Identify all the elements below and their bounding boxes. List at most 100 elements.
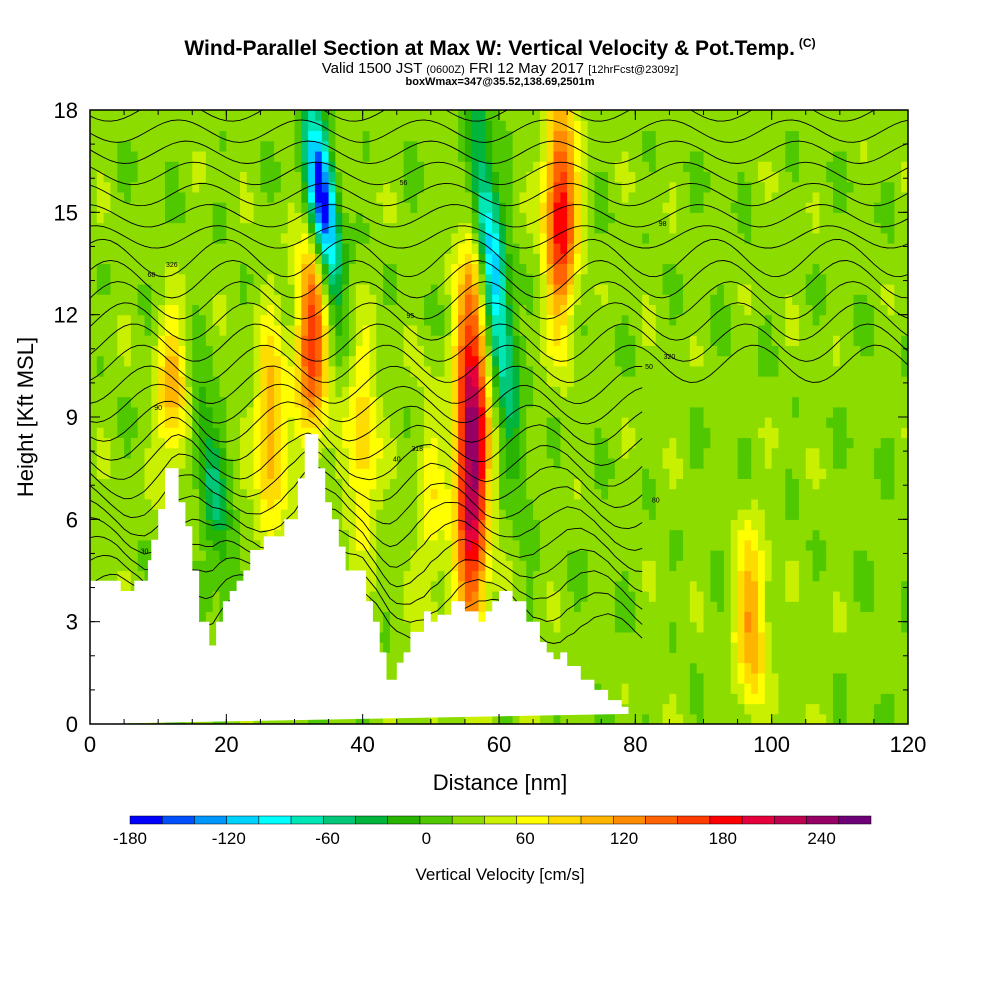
field-cell [199, 417, 207, 428]
field-cell [437, 171, 446, 183]
field-cell [308, 365, 316, 377]
field-cell [533, 283, 541, 295]
field-cell [478, 396, 486, 408]
field-cell [471, 560, 480, 572]
field-cell [246, 324, 255, 336]
field-cell [587, 335, 596, 346]
field-cell [321, 150, 330, 162]
field-cell [355, 550, 364, 561]
field-cell [533, 335, 541, 346]
field-cell [635, 693, 643, 705]
field-cell [539, 273, 548, 285]
field-cell [205, 396, 214, 408]
field-cell [655, 652, 664, 664]
field-cell [444, 140, 452, 152]
field-cell [199, 171, 207, 183]
field-cell [621, 642, 630, 653]
field-cell [512, 222, 521, 234]
field-cell [151, 232, 159, 244]
field-cell [614, 601, 623, 613]
field-cell [580, 335, 589, 346]
field-cell [233, 376, 241, 387]
field-cell [478, 324, 486, 336]
field-cell [137, 417, 146, 428]
field-cell [144, 181, 152, 193]
field-cell [96, 386, 105, 398]
field-cell [601, 345, 609, 357]
field-cell [219, 161, 227, 172]
field-cell [267, 427, 275, 439]
field-cell [226, 498, 234, 510]
field-cell [464, 570, 473, 582]
field-cell [294, 120, 302, 132]
field-cell [355, 417, 364, 428]
field-cell [342, 345, 350, 357]
field-cell [621, 580, 630, 592]
field-cell [505, 550, 514, 561]
field-cell [342, 509, 350, 520]
field-cell [499, 283, 507, 295]
field-cell [137, 529, 146, 541]
field-cell [274, 253, 282, 265]
field-cell [580, 672, 589, 684]
field-cell [389, 519, 398, 531]
field-cell [246, 130, 255, 142]
field-cell [178, 437, 187, 449]
field-cell [253, 427, 262, 439]
field-cell [233, 560, 241, 572]
field-cell [635, 110, 643, 121]
field-cell [294, 376, 302, 387]
field-cell [342, 232, 350, 244]
field-cell [464, 161, 473, 172]
field-cell [246, 181, 255, 193]
field-cell [239, 376, 248, 387]
field-cell [90, 519, 98, 531]
field-cell [253, 110, 262, 121]
field-cell [396, 304, 405, 316]
field-cell [369, 590, 377, 602]
field-cell [158, 273, 166, 285]
field-cell [608, 283, 616, 295]
field-cell [355, 212, 364, 224]
field-cell [499, 130, 507, 142]
field-cell [389, 345, 398, 357]
field-cell [335, 509, 343, 520]
field-cell [608, 652, 616, 664]
field-cell [90, 263, 98, 275]
field-cell [110, 529, 118, 541]
field-cell [287, 324, 296, 336]
field-cell [587, 631, 596, 643]
field-cell [492, 580, 500, 592]
field-cell [226, 283, 234, 295]
field-cell [151, 345, 159, 357]
field-cell [342, 427, 350, 439]
field-cell [499, 406, 507, 418]
field-cell [239, 110, 248, 121]
field-cell [642, 191, 650, 203]
field-cell [369, 202, 377, 213]
field-cell [410, 191, 418, 203]
field-cell [614, 304, 623, 316]
field-cell [458, 335, 466, 346]
field-cell [464, 396, 473, 408]
field-cell [219, 294, 227, 306]
field-cell [539, 611, 548, 623]
field-cell [342, 181, 350, 193]
field-cell [587, 580, 596, 592]
field-cell [628, 171, 636, 183]
field-cell [233, 417, 241, 428]
field-cell [546, 253, 555, 265]
field-cell [621, 621, 630, 633]
field-cell [383, 570, 391, 582]
field-cell [205, 437, 214, 449]
field-cell [185, 161, 193, 172]
field-cell [158, 437, 166, 449]
field-cell [226, 232, 234, 244]
field-cell [246, 386, 255, 398]
field-cell [594, 468, 602, 479]
field-cell [349, 324, 357, 336]
field-cell [424, 263, 432, 275]
field-cell [376, 232, 384, 244]
field-cell [260, 222, 268, 234]
field-cell [362, 283, 371, 295]
